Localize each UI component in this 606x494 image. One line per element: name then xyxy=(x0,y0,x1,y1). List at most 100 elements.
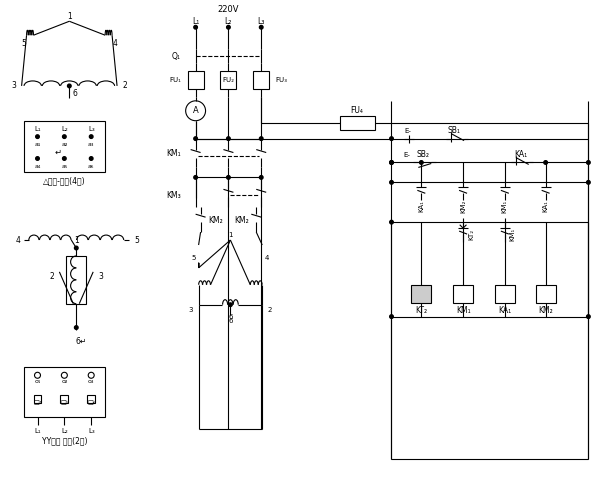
Text: 2: 2 xyxy=(122,82,127,90)
Circle shape xyxy=(194,26,198,29)
Circle shape xyxy=(228,303,232,306)
Text: KM₂: KM₂ xyxy=(460,200,466,213)
Text: 5: 5 xyxy=(21,39,26,47)
Text: 220V: 220V xyxy=(218,5,239,14)
Text: o₁: o₁ xyxy=(35,379,41,384)
Text: SB₁: SB₁ xyxy=(448,126,461,135)
Circle shape xyxy=(75,246,78,250)
Text: 6: 6 xyxy=(73,89,78,98)
Circle shape xyxy=(194,175,198,179)
Text: a₂: a₂ xyxy=(61,142,67,147)
Bar xyxy=(253,71,269,89)
Text: A: A xyxy=(193,106,199,115)
Text: a₅: a₅ xyxy=(61,164,67,169)
Circle shape xyxy=(587,181,590,184)
Circle shape xyxy=(587,161,590,165)
Text: L₂: L₂ xyxy=(225,17,232,26)
Text: 3: 3 xyxy=(11,82,16,90)
Text: 1: 1 xyxy=(67,12,72,21)
Text: 4: 4 xyxy=(113,39,118,47)
Text: 5: 5 xyxy=(135,236,139,245)
Circle shape xyxy=(62,135,66,138)
Circle shape xyxy=(194,137,198,140)
Text: 1: 1 xyxy=(228,232,233,238)
Text: E-: E- xyxy=(403,152,410,158)
Text: □₄: □₄ xyxy=(33,401,42,406)
Bar xyxy=(188,71,204,89)
Bar xyxy=(61,395,68,403)
Bar xyxy=(340,116,375,129)
Text: 4: 4 xyxy=(15,236,20,245)
Text: KT₂: KT₂ xyxy=(468,229,474,240)
Text: 6: 6 xyxy=(228,318,233,324)
Text: L₁: L₁ xyxy=(34,428,41,434)
Bar xyxy=(536,285,556,303)
Bar xyxy=(495,285,515,303)
Bar xyxy=(66,256,86,304)
Text: 6: 6 xyxy=(228,314,233,320)
Circle shape xyxy=(36,135,39,138)
Text: ↵: ↵ xyxy=(55,148,62,157)
Bar xyxy=(87,395,95,403)
Text: Q₁: Q₁ xyxy=(171,51,180,61)
Circle shape xyxy=(259,137,263,140)
Text: L₁: L₁ xyxy=(192,17,199,26)
Circle shape xyxy=(390,181,393,184)
Circle shape xyxy=(90,157,93,160)
Bar xyxy=(453,285,473,303)
Circle shape xyxy=(62,157,66,160)
Text: SB₂: SB₂ xyxy=(417,150,430,159)
Circle shape xyxy=(227,26,230,29)
Text: KA₁: KA₁ xyxy=(514,150,527,159)
Text: L₃: L₃ xyxy=(88,428,95,434)
Text: △接法-低速(4极): △接法-低速(4极) xyxy=(43,176,85,185)
Text: L₁: L₁ xyxy=(34,125,41,132)
Text: L₂: L₂ xyxy=(61,125,68,132)
Circle shape xyxy=(227,175,230,179)
Text: 3: 3 xyxy=(188,307,193,313)
Text: FU₃: FU₃ xyxy=(275,77,287,83)
Text: FU₄: FU₄ xyxy=(350,106,363,115)
Text: 6↵: 6↵ xyxy=(76,337,87,346)
Bar xyxy=(221,71,236,89)
Circle shape xyxy=(390,137,393,140)
Text: E-: E- xyxy=(404,127,411,134)
Text: KA₁: KA₁ xyxy=(418,200,424,212)
Text: FU₂: FU₂ xyxy=(222,77,235,83)
Circle shape xyxy=(259,26,263,29)
Text: FU₁: FU₁ xyxy=(170,77,182,83)
Bar xyxy=(33,395,41,403)
Circle shape xyxy=(259,175,263,179)
Circle shape xyxy=(587,315,590,319)
Circle shape xyxy=(390,220,393,224)
Text: L₂: L₂ xyxy=(61,428,68,434)
Text: 2: 2 xyxy=(268,307,272,313)
Text: o₂: o₂ xyxy=(61,379,67,384)
Text: KA₁: KA₁ xyxy=(542,200,548,212)
Circle shape xyxy=(419,161,423,165)
Circle shape xyxy=(75,326,78,329)
Text: a₆: a₆ xyxy=(88,164,95,169)
Circle shape xyxy=(90,135,93,138)
Circle shape xyxy=(227,137,230,140)
Text: o₃: o₃ xyxy=(88,379,95,384)
Circle shape xyxy=(390,315,393,319)
Bar xyxy=(24,121,105,172)
Text: KM₁: KM₁ xyxy=(167,149,181,158)
Text: □₅: □₅ xyxy=(60,401,68,406)
Text: KM₂: KM₂ xyxy=(208,216,223,225)
Circle shape xyxy=(544,161,547,165)
Text: YY接法 高速(2极): YY接法 高速(2极) xyxy=(42,436,87,446)
Text: KT₂: KT₂ xyxy=(415,306,427,315)
Text: KM₂: KM₂ xyxy=(538,306,553,315)
Bar xyxy=(411,285,431,303)
Text: KA₁: KA₁ xyxy=(498,306,511,315)
Text: 5: 5 xyxy=(191,255,196,261)
Text: L₃: L₃ xyxy=(258,17,265,26)
Text: a₄: a₄ xyxy=(35,164,41,169)
Text: 1: 1 xyxy=(74,236,79,245)
Text: KM₁: KM₁ xyxy=(456,306,470,315)
Text: KM₁: KM₁ xyxy=(502,200,508,213)
Text: 4: 4 xyxy=(265,255,270,261)
Circle shape xyxy=(67,84,71,88)
